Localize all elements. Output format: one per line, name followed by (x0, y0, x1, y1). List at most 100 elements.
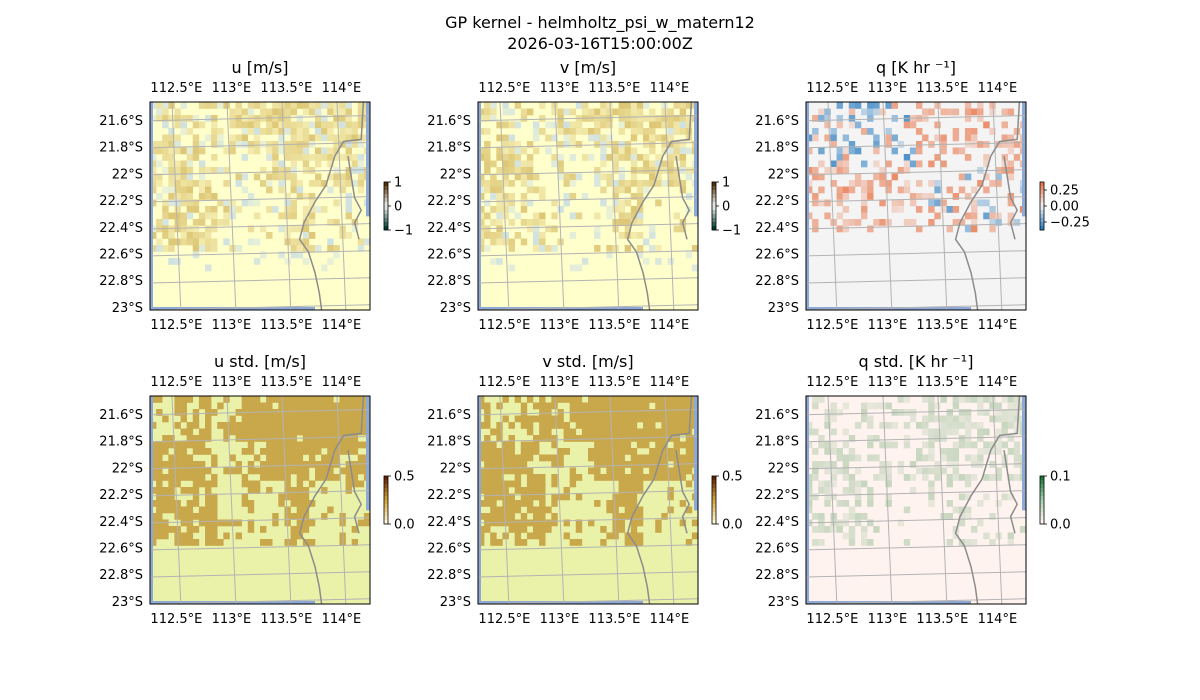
heatmap-cell (484, 102, 491, 109)
heatmap-cell (989, 415, 996, 423)
heatmap-cell (667, 173, 674, 181)
heatmap-cell (928, 415, 935, 423)
coastline-inlet (1003, 449, 1019, 534)
heatmap-cell (606, 108, 613, 116)
heatmap-cell (302, 487, 310, 494)
heatmap-cell (302, 154, 310, 161)
heatmap-cell (278, 461, 285, 468)
heatmap-cell (673, 173, 680, 181)
heatmap-cell (661, 402, 668, 410)
heatmap-cell (806, 506, 813, 514)
heatmap-cell (186, 115, 194, 122)
heatmap-cell (478, 441, 485, 449)
heatmap-cell (649, 435, 656, 442)
colorbar-segment (1040, 190, 1044, 195)
heatmap-cell (606, 180, 613, 187)
heatmap-cell (302, 506, 310, 514)
heatmap-cell (192, 441, 200, 449)
panel-title: v std. [m/s] (542, 352, 633, 371)
heatmap-cell (478, 154, 485, 161)
heatmap-cell (150, 526, 157, 533)
heatmap-cell (490, 448, 497, 455)
heatmap-cell (174, 448, 181, 455)
panel-q: q [K hr ⁻¹]112.5°E112.5°E113°E113°E113.5… (755, 58, 1090, 333)
heatmap-cell (557, 141, 564, 148)
heatmap-cell (339, 102, 346, 109)
heatmap-cell (345, 428, 352, 436)
heatmap-cell (928, 396, 935, 403)
heatmap-cell (229, 415, 236, 423)
heatmap-cell (836, 154, 843, 161)
heatmap-cell (977, 448, 984, 455)
heatmap-cell (612, 186, 619, 194)
heatmap-cell (606, 454, 613, 462)
panel-vstd: v std. [m/s]112.5°E112.5°E113°E113°E113.… (427, 352, 742, 627)
heatmap-cell (836, 225, 843, 233)
heatmap-cell (575, 102, 583, 109)
colorbar-segment (384, 226, 388, 231)
heatmap-cell (636, 487, 644, 494)
heatmap-cell (977, 435, 984, 442)
heatmap-cell (624, 212, 632, 220)
parallel-line (477, 304, 699, 311)
heatmap-cell (818, 480, 825, 488)
heatmap-cell (873, 134, 880, 142)
heatmap-cell (357, 454, 365, 462)
heatmap-cell (964, 441, 972, 449)
heatmap-cell (551, 121, 558, 129)
heatmap-cell (223, 396, 230, 403)
ocean-strip-left (150, 102, 153, 310)
heatmap-cell (180, 193, 187, 200)
y-tick-label: 22.4°S (99, 515, 143, 530)
heatmap-cell (508, 422, 515, 429)
heatmap-cell (842, 513, 850, 520)
meridian-line (554, 395, 565, 605)
x-tick-label-bottom: 113°E (868, 612, 908, 627)
heatmap-cell (223, 212, 230, 220)
heatmap-cell (818, 160, 825, 168)
heatmap-cell (192, 467, 200, 475)
heatmap-cell (272, 441, 279, 449)
x-tick-label-top: 112.5°E (806, 375, 858, 390)
heatmap-cell (327, 409, 334, 416)
parallel-line (805, 250, 1027, 257)
heatmap-cell (606, 212, 613, 220)
heatmap-cell (928, 441, 935, 449)
heatmap-cell (186, 154, 194, 161)
heatmap-cell (655, 134, 662, 142)
heatmap-cell (873, 160, 880, 168)
heatmap-cell (302, 167, 310, 174)
heatmap-cell (290, 415, 297, 423)
heatmap-cell (539, 500, 546, 507)
heatmap-cell (217, 219, 224, 226)
heatmap-cell (594, 232, 601, 239)
heatmap-cell (211, 102, 218, 109)
heatmap-cell (321, 409, 328, 416)
heatmap-cell (223, 428, 230, 436)
heatmap-cell (545, 526, 552, 533)
heatmap-cell (873, 454, 880, 462)
heatmap-cell (186, 461, 194, 468)
heatmap-cell (995, 448, 1002, 455)
colorbar-tick-label: 0.0 (722, 518, 743, 533)
heatmap-cell (903, 506, 911, 514)
heatmap-cell (502, 454, 509, 462)
heatmap-cell (940, 467, 947, 475)
heatmap-cell (636, 441, 644, 449)
heatmap-cell (235, 461, 242, 468)
x-tick-label-bottom: 113.5°E (916, 612, 968, 627)
heatmap-cell (624, 461, 632, 468)
heatmap-cell (284, 121, 291, 129)
heatmap-cell (162, 102, 169, 109)
heatmap-cell (490, 480, 497, 488)
heatmap-cell (526, 219, 534, 226)
heatmap-cell (168, 526, 175, 533)
heatmap-cell (673, 225, 680, 233)
heatmap-cell (150, 154, 157, 161)
heatmap-cell (296, 102, 304, 109)
heatmap-cell (539, 454, 546, 462)
heatmap-cell (321, 134, 328, 142)
heatmap-cell (156, 513, 163, 520)
heatmap-cell (333, 147, 340, 155)
heatmap-cell (156, 532, 163, 540)
